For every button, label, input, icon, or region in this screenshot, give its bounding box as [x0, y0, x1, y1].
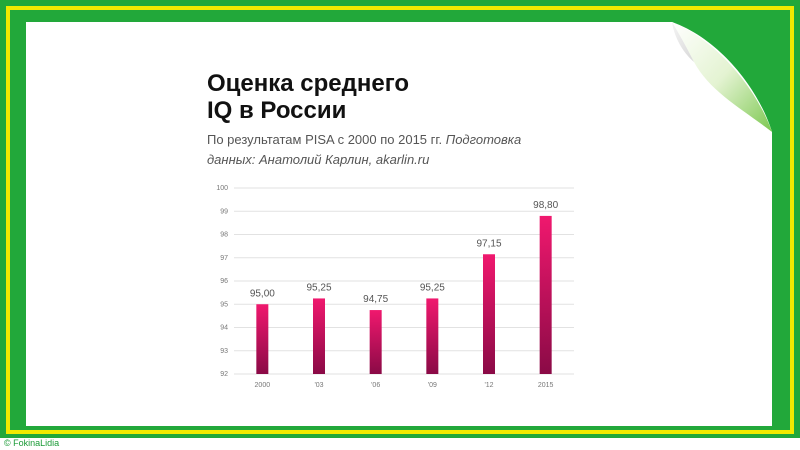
- x-tick-label: '09: [428, 382, 437, 389]
- page-curl-decoration: [672, 22, 772, 132]
- y-tick-label: 97: [220, 255, 228, 262]
- bar: [483, 254, 495, 374]
- data-label: 94,75: [363, 294, 388, 305]
- subtitle-credit: Подготовка данных: Анатолий Карлин, akar…: [207, 132, 522, 167]
- bar: [256, 304, 269, 374]
- y-tick-label: 96: [220, 278, 228, 285]
- y-tick-label: 93: [220, 348, 228, 355]
- data-label: 95,00: [250, 288, 275, 299]
- x-tick-label: '12: [484, 382, 493, 389]
- data-label: 95,25: [306, 282, 331, 293]
- x-tick-label: 2015: [538, 382, 554, 389]
- subtitle-text: По результатам PISA с 2000 по 2015 гг.: [207, 132, 446, 147]
- data-label: 98,80: [533, 200, 558, 211]
- slide: Оценка среднего IQ в России По результат…: [26, 22, 772, 426]
- y-tick-label: 94: [220, 325, 228, 332]
- y-tick-label: 92: [220, 371, 228, 378]
- title-line-2: IQ в России: [207, 97, 347, 124]
- x-tick-label: 2000: [255, 382, 271, 389]
- author-credit: © FokinaLidia: [4, 438, 60, 448]
- y-tick-label: 100: [216, 185, 228, 192]
- x-tick-label: '06: [371, 382, 380, 389]
- bar: [369, 310, 382, 374]
- bar: [539, 215, 552, 374]
- bar-chart: 92 93 94 95 96 97 98 99 100 95,00 2000 95,25 '03 94,7…: [216, 185, 574, 389]
- bar: [313, 298, 325, 374]
- chart-title: Оценка среднего IQ в России: [207, 70, 507, 124]
- y-tick-label: 99: [220, 208, 228, 215]
- data-label: 95,25: [420, 282, 445, 293]
- bar: [426, 298, 439, 374]
- x-tick-label: '03: [314, 382, 323, 389]
- data-label: 97,15: [476, 238, 501, 249]
- y-tick-label: 98: [220, 232, 228, 239]
- title-line-1: Оценка среднего: [207, 70, 410, 97]
- y-tick-label: 95: [220, 301, 228, 308]
- chart-subtitle: По результатам PISA с 2000 по 2015 гг. П…: [207, 130, 547, 170]
